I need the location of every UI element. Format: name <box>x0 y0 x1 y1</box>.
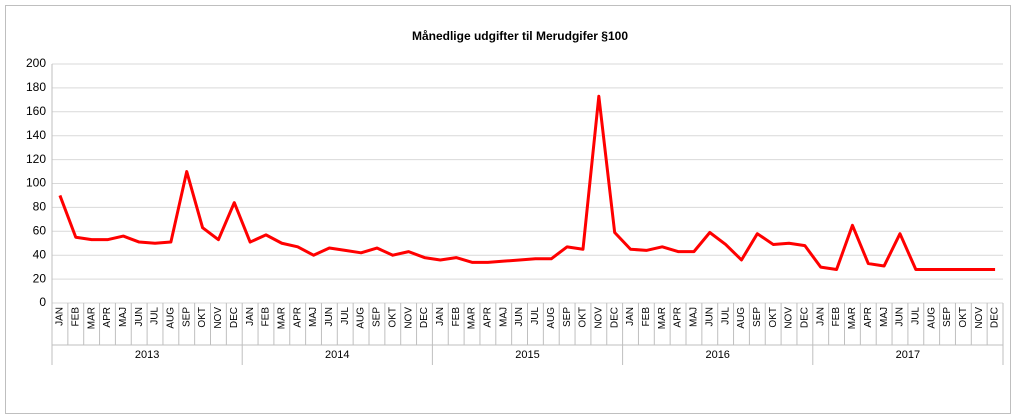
x-tick-label: JUL <box>910 307 921 325</box>
y-tick-label: 180 <box>26 80 46 94</box>
x-group-label: 2014 <box>325 349 349 361</box>
x-tick-label: APR <box>483 307 494 328</box>
y-tick-label: 0 <box>39 295 46 309</box>
x-tick-label: JUL <box>340 307 351 325</box>
x-tick-label: SEP <box>942 307 953 327</box>
x-tick-label: MAJ <box>118 307 129 327</box>
y-tick-label: 200 <box>26 56 46 70</box>
x-tick-label: FEB <box>70 307 81 327</box>
y-tick-label: 120 <box>26 152 46 166</box>
x-tick-label: DEC <box>990 307 1001 328</box>
x-tick-label: DEC <box>419 307 430 328</box>
x-tick-label: MAR <box>276 307 287 329</box>
x-tick-label: APR <box>102 307 113 328</box>
x-tick-label: MAR <box>847 307 858 329</box>
x-tick-label: APR <box>863 307 874 328</box>
x-group-label: 2015 <box>515 349 539 361</box>
x-tick-label: JUN <box>704 307 715 326</box>
x-group-label: 2017 <box>896 349 920 361</box>
x-tick-label: OKT <box>387 307 398 328</box>
x-tick-label: JAN <box>55 307 66 326</box>
x-tick-label: JAN <box>435 307 446 326</box>
x-tick-label: OKT <box>768 307 779 328</box>
x-tick-label: NOV <box>784 307 795 329</box>
x-tick-label: AUG <box>166 307 177 329</box>
x-tick-label: FEB <box>641 307 652 327</box>
chart-title: Månedlige udgifter til Merudgifer §100 <box>412 29 628 43</box>
x-tick-label: FEB <box>831 307 842 327</box>
x-tick-label: JUN <box>895 307 906 326</box>
x-tick-label: APR <box>673 307 684 328</box>
x-tick-label: SEP <box>752 307 763 327</box>
x-tick-label: JUL <box>530 307 541 325</box>
x-tick-label: SEP <box>372 307 383 327</box>
x-tick-label: DEC <box>229 307 240 328</box>
x-tick-label: AUG <box>356 307 367 329</box>
x-group-label: 2013 <box>135 349 159 361</box>
x-tick-label: DEC <box>800 307 811 328</box>
x-tick-label: AUG <box>546 307 557 329</box>
x-tick-label: NOV <box>213 307 224 329</box>
y-tick-label: 60 <box>33 223 47 237</box>
x-tick-label: JUL <box>150 307 161 325</box>
x-tick-label: MAR <box>86 307 97 329</box>
x-tick-label: NOV <box>974 307 985 329</box>
x-tick-label: MAR <box>467 307 478 329</box>
x-tick-label: APR <box>292 307 303 328</box>
x-tick-label: OKT <box>578 307 589 328</box>
x-tick-label: FEB <box>451 307 462 327</box>
x-tick-label: MAJ <box>689 307 700 327</box>
x-tick-label: JUN <box>134 307 145 326</box>
x-tick-label: FEB <box>261 307 272 327</box>
x-tick-label: NOV <box>403 307 414 329</box>
x-tick-label: SEP <box>181 307 192 327</box>
y-tick-label: 160 <box>26 104 46 118</box>
y-tick-label: 20 <box>33 271 47 285</box>
x-tick-label: OKT <box>197 307 208 328</box>
x-tick-label: MAJ <box>879 307 890 327</box>
x-tick-label: MAJ <box>308 307 319 327</box>
x-tick-label: MAR <box>657 307 668 329</box>
x-group-label: 2016 <box>705 349 729 361</box>
y-tick-label: 40 <box>33 247 47 261</box>
x-tick-label: NOV <box>593 307 604 329</box>
x-tick-label: SEP <box>562 307 573 327</box>
y-tick-label: 100 <box>26 176 46 190</box>
x-tick-label: MAJ <box>498 307 509 327</box>
x-tick-label: DEC <box>609 307 620 328</box>
x-tick-label: AUG <box>736 307 747 329</box>
line <box>58 94 996 272</box>
x-tick-label: JUL <box>720 307 731 325</box>
x-tick-label: JUN <box>324 307 335 326</box>
y-tick-label: 80 <box>33 200 47 214</box>
x-tick-label: AUG <box>926 307 937 329</box>
x-tick-label: JAN <box>625 307 636 326</box>
y-tick-label: 140 <box>26 128 46 142</box>
x-tick-label: JUN <box>514 307 525 326</box>
x-tick-label: OKT <box>958 307 969 328</box>
x-tick-label: JAN <box>245 307 256 326</box>
x-tick-label: JAN <box>815 307 826 326</box>
